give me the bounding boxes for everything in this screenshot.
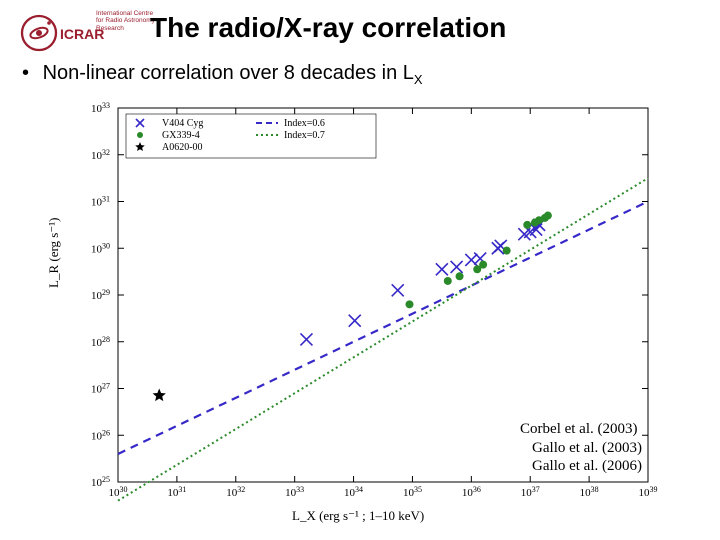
slide-title: The radio/X-ray correlation	[150, 12, 506, 44]
reference-item: Gallo et al. (2006)	[520, 457, 642, 476]
svg-text:1026: 1026	[91, 428, 110, 443]
reference-list: Corbel et al. (2003) Gallo et al. (2003)…	[520, 420, 642, 476]
svg-text:1032: 1032	[91, 147, 110, 162]
svg-text:1038: 1038	[580, 485, 599, 500]
svg-text:1035: 1035	[403, 485, 422, 500]
x-axis-label: L_X (erg s⁻¹ ; 1–10 keV)	[292, 508, 424, 524]
svg-text:1031: 1031	[91, 194, 110, 209]
svg-text:1030: 1030	[109, 485, 128, 500]
bullet-dot-icon: •	[22, 62, 29, 84]
svg-text:1027: 1027	[91, 381, 110, 396]
svg-text:1032: 1032	[226, 485, 245, 500]
reference-item: Gallo et al. (2003)	[520, 439, 642, 458]
svg-text:1028: 1028	[91, 334, 110, 349]
svg-text:1034: 1034	[344, 485, 363, 500]
svg-text:Index=0.6: Index=0.6	[284, 118, 325, 129]
bullet-text: Non-linear correlation over 8 decades in…	[43, 62, 414, 84]
svg-text:1033: 1033	[91, 101, 110, 116]
svg-text:1033: 1033	[285, 485, 304, 500]
svg-text:1036: 1036	[462, 485, 481, 500]
svg-text:Index=0.7: Index=0.7	[284, 130, 325, 141]
svg-text:V404 Cyg: V404 Cyg	[162, 118, 203, 129]
logo-spiral-icon	[22, 16, 56, 50]
logo-subtext: International Centre for Radio Astronomy…	[96, 10, 156, 32]
y-axis-label: L_R (erg s⁻¹)	[46, 218, 62, 288]
svg-text:1025: 1025	[91, 475, 110, 490]
svg-text:1031: 1031	[167, 485, 186, 500]
bullet-subscript: X	[414, 72, 423, 87]
reference-item: Corbel et al. (2003)	[520, 420, 642, 439]
svg-text:1030: 1030	[91, 241, 110, 256]
svg-text:A0620-00: A0620-00	[162, 142, 203, 153]
bullet-line: • Non-linear correlation over 8 decades …	[22, 62, 423, 87]
svg-text:1037: 1037	[521, 485, 540, 500]
svg-text:1039: 1039	[639, 485, 658, 500]
svg-text:1029: 1029	[91, 288, 110, 303]
svg-text:GX339-4: GX339-4	[162, 130, 200, 141]
